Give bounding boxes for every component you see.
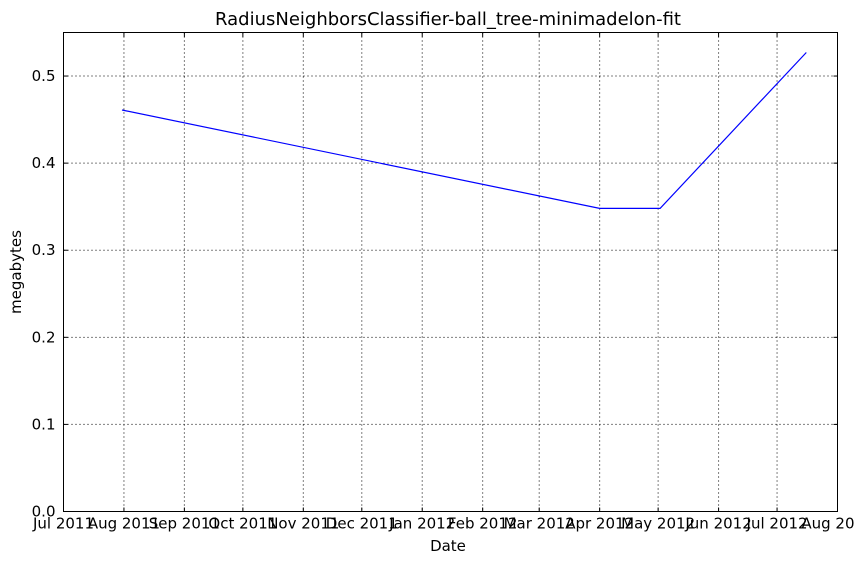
y-tick-label: 0.4 xyxy=(32,154,56,172)
y-tick-label: 0.2 xyxy=(32,328,56,346)
y-tick-label: 0.5 xyxy=(32,67,56,85)
x-tick-label: Oct 2011 xyxy=(208,515,277,533)
x-tick-label: Feb 2012 xyxy=(448,515,518,533)
grid-lines xyxy=(63,32,838,512)
y-ticks: 0.0 0.1 0.2 0.3 0.4 0.5 xyxy=(32,67,838,521)
x-tick-label: May 2012 xyxy=(621,515,695,533)
x-tick-label: Apr 2012 xyxy=(565,515,634,533)
y-tick-label: 0.0 xyxy=(32,503,56,521)
x-tick-label: Nov 2011 xyxy=(267,515,339,533)
plot-series xyxy=(121,52,807,209)
x-tick-label: Dec 2011 xyxy=(326,515,398,533)
series-line xyxy=(121,52,807,209)
x-axis-label: Date xyxy=(430,537,466,555)
y-tick-label: 0.3 xyxy=(32,241,56,259)
y-tick-label: 0.1 xyxy=(32,415,56,433)
x-tick-label: Jul 2012 xyxy=(746,515,808,533)
x-tick-label: Jun 2012 xyxy=(684,515,751,533)
plot-frame xyxy=(63,32,838,512)
x-tick-label: Sep 2011 xyxy=(149,515,220,533)
x-tick-label: Aug 2012 xyxy=(801,515,856,533)
y-axis-label: megabytes xyxy=(7,230,25,314)
chart-title: RadiusNeighborsClassifier-ball_tree-mini… xyxy=(215,9,681,30)
x-tick-label: Mar 2012 xyxy=(504,515,575,533)
x-tick-label: Aug 2011 xyxy=(88,515,160,533)
x-tick-label: Jul 2011 xyxy=(32,515,94,533)
x-tick-label: Jan 2012 xyxy=(388,515,455,533)
